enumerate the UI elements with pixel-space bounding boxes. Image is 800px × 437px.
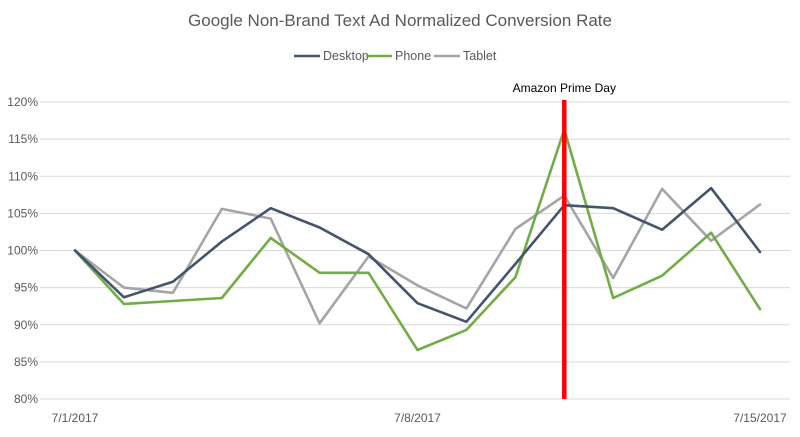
series-line-tablet [73,187,762,325]
y-axis: 80% 85% 90% 95% 100% 105% 110% 115% 120% [7,95,38,406]
y-tick-label: 120% [7,95,38,109]
y-tick-label: 90% [14,318,38,332]
annotation-label: Amazon Prime Day [513,81,616,95]
annotations: Amazon Prime Day [513,81,616,399]
series-lines [73,128,762,352]
y-tick-label: 110% [8,169,38,183]
series-line-phone [73,128,762,352]
legend-item-tablet: Tablet [434,49,497,63]
x-axis: 7/1/2017 7/8/2017 7/15/2017 [52,411,787,425]
legend-item-phone: Phone [366,49,431,63]
legend: Desktop Phone Tablet [294,49,497,63]
legend-item-desktop: Desktop [294,49,369,63]
legend-label: Tablet [463,49,497,63]
y-tick-label: 80% [14,392,38,406]
x-tick-label: 7/1/2017 [52,411,99,425]
x-tick-label: 7/15/2017 [733,411,787,425]
series-line-desktop [73,186,762,324]
y-tick-label: 85% [14,355,38,369]
gridlines [40,101,790,400]
legend-label: Desktop [323,49,369,63]
y-tick-label: 105% [7,206,38,220]
legend-label: Phone [395,49,431,63]
chart-title: Google Non-Brand Text Ad Normalized Conv… [188,11,612,30]
y-tick-label: 100% [7,244,38,258]
y-tick-label: 115% [8,132,38,146]
x-tick-label: 7/8/2017 [394,411,441,425]
y-tick-label: 95% [14,281,38,295]
